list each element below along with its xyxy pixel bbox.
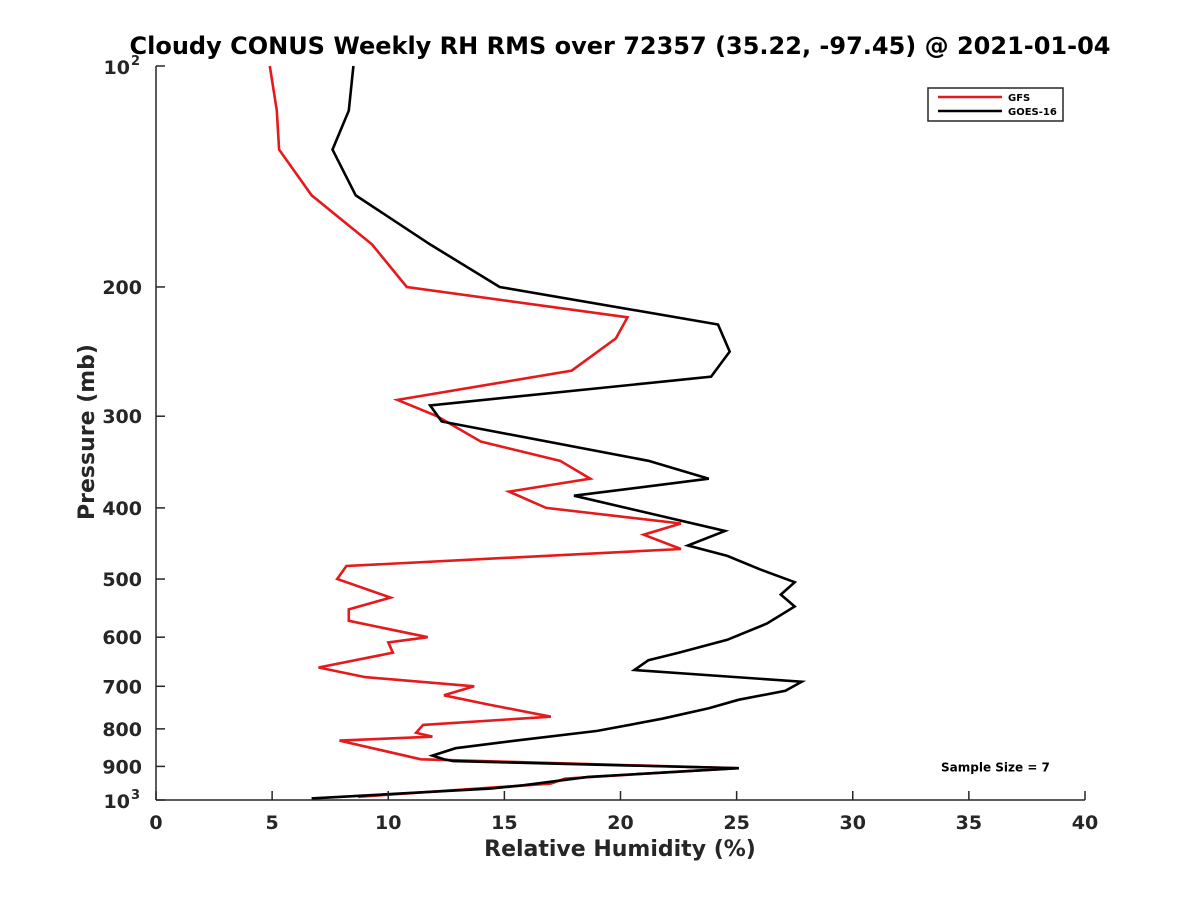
x-tick-label: 5 [266, 812, 279, 834]
y-tick-label: 10 [104, 57, 130, 79]
legend-box [927, 87, 1064, 122]
y-tick-label: 500 [102, 569, 142, 591]
y-tick-label: 10 [104, 791, 130, 813]
y-tick-label: 600 [102, 627, 142, 649]
y-tick-label: 700 [102, 676, 142, 698]
x-tick-label: 25 [723, 812, 749, 834]
x-tick-label: 15 [491, 812, 517, 834]
y-tick-label: 300 [102, 406, 142, 428]
y-tick-label: 400 [102, 498, 142, 520]
x-tick-label: 0 [149, 812, 162, 834]
x-tick-label: 20 [607, 812, 633, 834]
x-tick-label: 40 [1072, 812, 1098, 834]
legend: GFS GOES-16 [927, 87, 1064, 122]
series-line-gfs [268, 65, 737, 799]
y-tick-exponent: 2 [131, 54, 140, 69]
legend-label: GFS [1008, 93, 1030, 104]
series-line-goes-16 [311, 65, 807, 800]
series-layer [268, 65, 807, 800]
x-axis-label: Relative Humidity (%) [484, 837, 756, 862]
y-tick-exponent: 3 [131, 788, 140, 803]
x-tick-label: 30 [840, 812, 866, 834]
y-tick-label: 800 [102, 719, 142, 741]
y-axis-label: Pressure (mb) [75, 344, 100, 520]
x-tick-label: 35 [956, 812, 982, 834]
y-tick-label: 200 [102, 277, 142, 299]
x-axis-ticks: 0 5 10 15 20 25 30 35 40 [149, 791, 1098, 834]
plot-area [156, 66, 1085, 800]
chart-title: Cloudy CONUS Weekly RH RMS over 72357 (3… [130, 32, 1111, 60]
x-tick-label: 10 [375, 812, 401, 834]
legend-label: GOES-16 [1008, 107, 1057, 118]
sample-size-annotation: Sample Size = 7 [941, 760, 1050, 774]
y-tick-label: 900 [102, 756, 142, 778]
